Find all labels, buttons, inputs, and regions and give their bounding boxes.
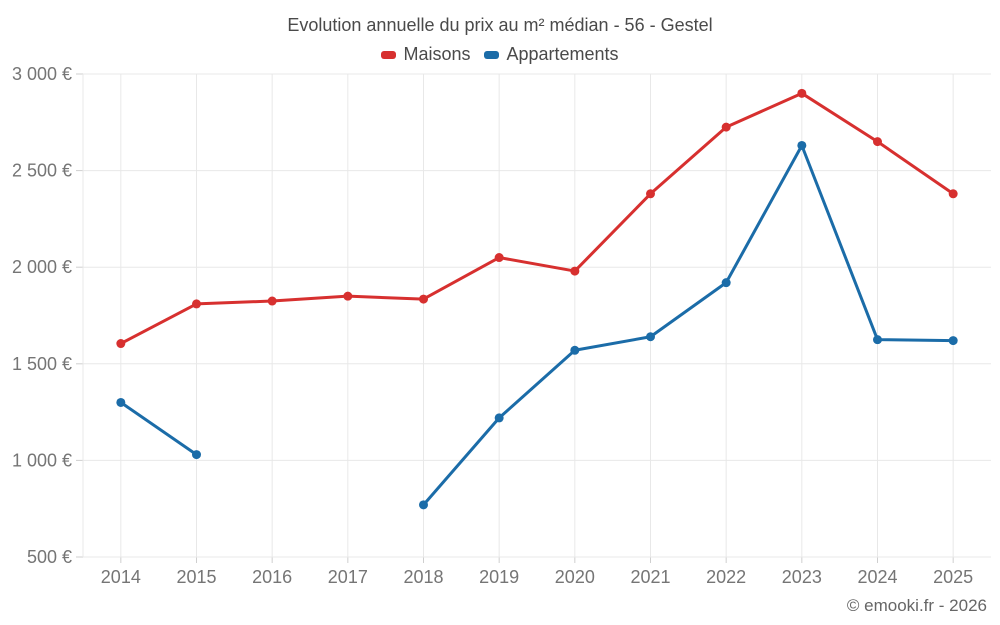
y-axis-label: 1 500 € xyxy=(12,354,72,374)
legend-item-appartements[interactable]: Appartements xyxy=(484,44,619,65)
x-axis-label: 2018 xyxy=(403,567,443,587)
data-point-maisons-2016[interactable] xyxy=(267,296,277,306)
x-axis-label: 2014 xyxy=(101,567,141,587)
data-point-appartements-2020[interactable] xyxy=(570,345,580,355)
x-axis-label: 2016 xyxy=(252,567,292,587)
data-point-maisons-2020[interactable] xyxy=(570,266,580,276)
y-axis-label: 3 000 € xyxy=(12,64,72,84)
data-point-appartements-2021[interactable] xyxy=(646,332,655,342)
legend-label-appartements: Appartements xyxy=(506,44,619,64)
appartements-series-swatch-icon xyxy=(484,50,500,59)
data-point-maisons-2018[interactable] xyxy=(419,294,428,304)
data-point-appartements-2018[interactable] xyxy=(419,500,428,510)
data-point-maisons-2019[interactable] xyxy=(494,253,504,263)
x-axis-label: 2017 xyxy=(328,567,368,587)
chart-legend: Maisons Appartements xyxy=(0,44,1000,65)
x-axis-label: 2020 xyxy=(555,567,595,587)
y-axis-label: 2 000 € xyxy=(12,257,72,277)
data-point-appartements-2015[interactable] xyxy=(192,450,201,460)
y-axis-label: 2 500 € xyxy=(12,161,72,181)
data-point-maisons-2017[interactable] xyxy=(343,291,353,301)
data-point-maisons-2025[interactable] xyxy=(948,189,958,199)
x-axis-label: 2022 xyxy=(706,567,746,587)
y-axis-label: 1 000 € xyxy=(12,450,72,470)
x-axis-label: 2015 xyxy=(176,567,216,587)
series-line-appartements xyxy=(422,143,955,507)
y-axis-label: 500 € xyxy=(27,547,72,567)
copyright-credit: © emooki.fr - 2026 xyxy=(846,596,987,615)
x-axis-label: 2024 xyxy=(857,567,897,587)
series-line-maisons xyxy=(119,91,955,346)
maisons-series-swatch-icon xyxy=(381,50,397,59)
series-line-appartements xyxy=(119,400,198,457)
x-axis-label: 2021 xyxy=(630,567,670,587)
data-point-appartements-2019[interactable] xyxy=(494,413,504,423)
chart-title: Evolution annuelle du prix au m² médian … xyxy=(287,15,713,35)
data-point-appartements-2023[interactable] xyxy=(797,140,807,150)
data-point-maisons-2015[interactable] xyxy=(192,299,201,309)
data-point-appartements-2024[interactable] xyxy=(873,335,882,345)
legend-label-maisons: Maisons xyxy=(403,44,471,64)
data-point-maisons-2014[interactable] xyxy=(116,339,126,349)
x-axis-label: 2023 xyxy=(782,567,822,587)
data-point-appartements-2025[interactable] xyxy=(948,336,958,346)
data-point-maisons-2024[interactable] xyxy=(873,137,882,147)
data-point-maisons-2021[interactable] xyxy=(646,189,655,199)
x-axis-label: 2019 xyxy=(479,567,519,587)
data-point-maisons-2023[interactable] xyxy=(797,88,807,98)
legend-item-maisons[interactable]: Maisons xyxy=(381,44,470,65)
data-point-appartements-2014[interactable] xyxy=(116,397,126,407)
x-axis-label: 2025 xyxy=(933,567,973,587)
data-point-appartements-2022[interactable] xyxy=(721,278,731,288)
data-point-maisons-2022[interactable] xyxy=(721,122,731,132)
